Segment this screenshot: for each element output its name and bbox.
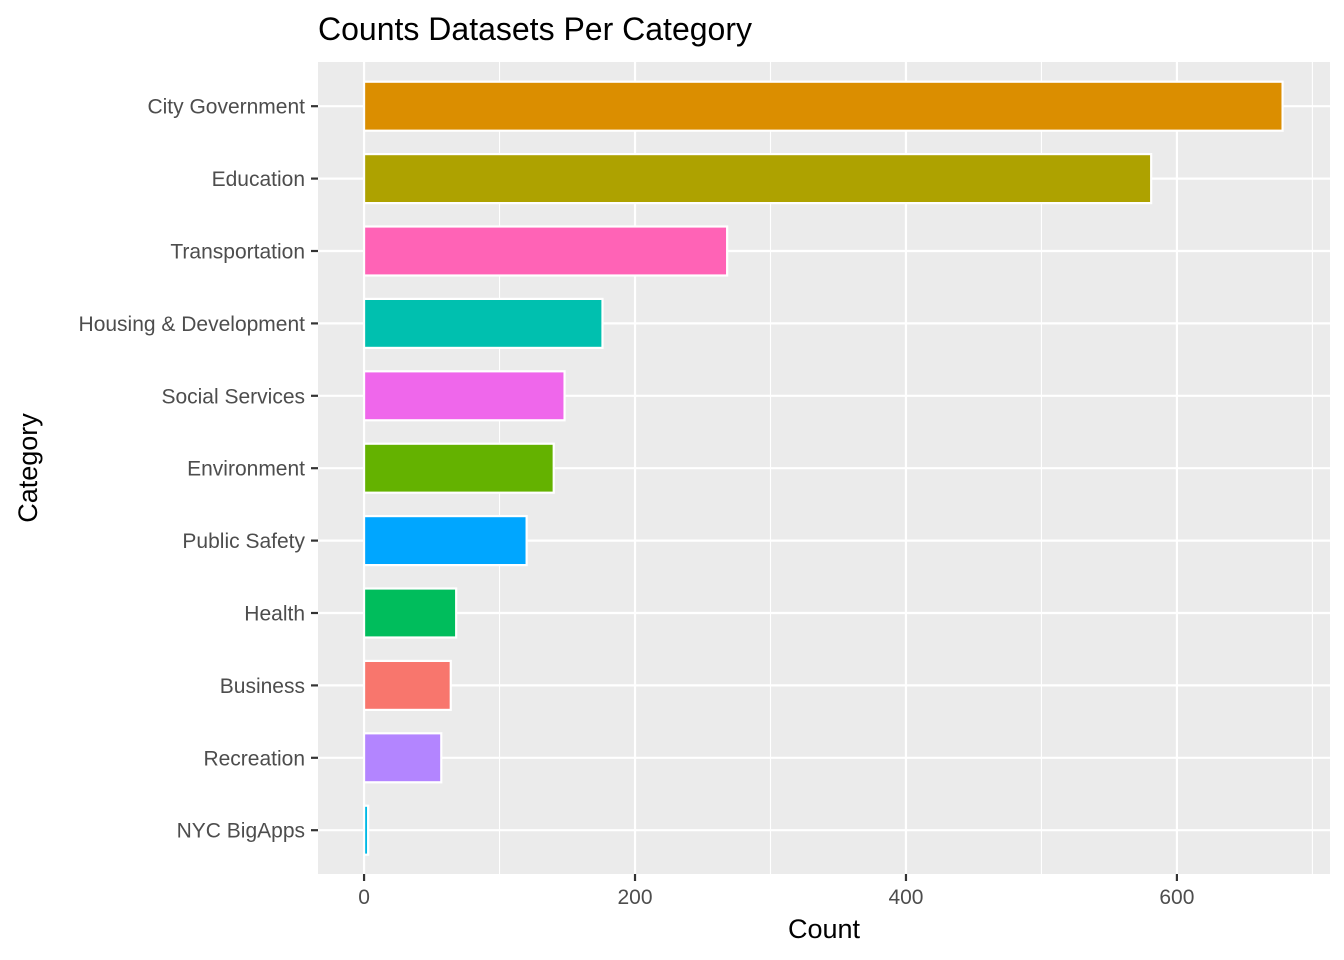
y-tick-label: Social Services: [161, 385, 305, 408]
chart-title: Counts Datasets Per Category: [318, 11, 752, 47]
y-tick-label: Business: [220, 675, 305, 698]
y-axis: City Government Education Transportation Ho…: [79, 96, 318, 843]
y-tick-label: Housing & Development: [79, 313, 306, 336]
x-tick-label: 400: [888, 886, 923, 909]
bar-housing-development: [362, 297, 604, 349]
x-axis: 0 200 400 600: [358, 874, 1194, 909]
y-tick-label: Transportation: [170, 241, 305, 264]
y-tick-label: Education: [212, 168, 305, 191]
bar-city-government: [362, 80, 1284, 132]
y-axis-title: Category: [13, 413, 43, 523]
y-tick-label: Public Safety: [182, 530, 305, 553]
y-tick-label: Recreation: [203, 747, 305, 770]
bar-recreation: [362, 732, 443, 784]
x-tick-label: 0: [358, 886, 370, 909]
bar-environment: [362, 442, 555, 494]
bar-public-safety: [362, 514, 528, 567]
bar-nyc-bigapps: [362, 804, 370, 856]
bar-education: [362, 153, 1153, 205]
y-tick-label: City Government: [147, 96, 305, 119]
x-axis-title: Count: [788, 914, 861, 944]
y-tick-label: Environment: [187, 458, 305, 481]
x-tick-label: 200: [617, 886, 652, 909]
bar-transportation: [362, 225, 729, 277]
bar-health: [362, 587, 458, 639]
x-tick-label: 600: [1159, 886, 1194, 909]
y-tick-label: NYC BigApps: [177, 820, 305, 843]
y-tick-label: Health: [244, 603, 305, 626]
bar-business: [362, 659, 452, 712]
bars: [362, 80, 1284, 856]
bar-social-services: [362, 370, 566, 422]
